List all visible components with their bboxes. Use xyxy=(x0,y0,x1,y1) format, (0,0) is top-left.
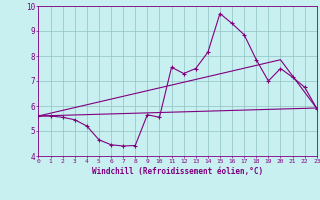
X-axis label: Windchill (Refroidissement éolien,°C): Windchill (Refroidissement éolien,°C) xyxy=(92,167,263,176)
